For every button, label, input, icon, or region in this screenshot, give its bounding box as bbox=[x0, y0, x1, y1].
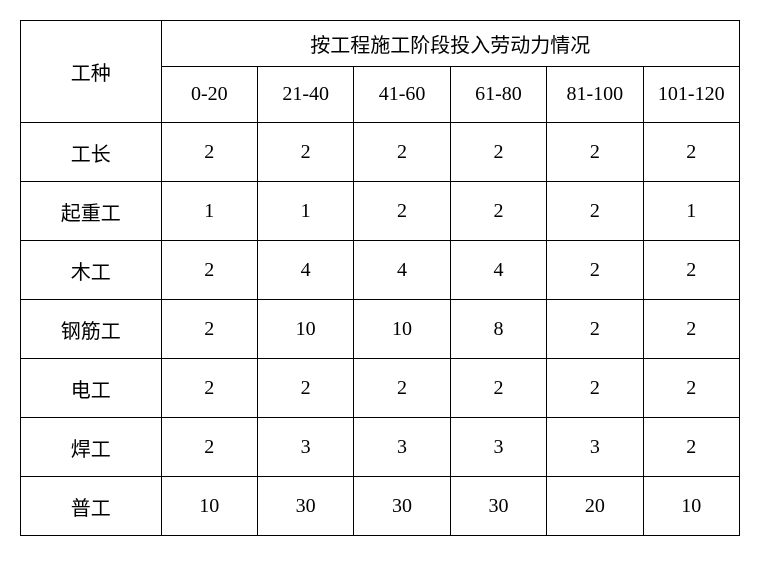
phase-header: 21-40 bbox=[257, 67, 353, 123]
cell: 2 bbox=[161, 123, 257, 182]
table-row: 工长 2 2 2 2 2 2 bbox=[21, 123, 740, 182]
cell: 2 bbox=[257, 123, 353, 182]
phase-header: 101-120 bbox=[643, 67, 739, 123]
cell: 3 bbox=[257, 418, 353, 477]
cell: 10 bbox=[161, 477, 257, 536]
cell: 30 bbox=[450, 477, 546, 536]
cell: 2 bbox=[450, 182, 546, 241]
cell: 1 bbox=[643, 182, 739, 241]
phase-header: 81-100 bbox=[547, 67, 643, 123]
cell: 2 bbox=[643, 359, 739, 418]
cell: 10 bbox=[257, 300, 353, 359]
cell: 2 bbox=[643, 123, 739, 182]
table-row: 起重工 1 1 2 2 2 1 bbox=[21, 182, 740, 241]
cell: 2 bbox=[354, 359, 450, 418]
cell: 3 bbox=[450, 418, 546, 477]
cell: 2 bbox=[643, 300, 739, 359]
table-row: 普工 10 30 30 30 20 10 bbox=[21, 477, 740, 536]
group-header: 按工程施工阶段投入劳动力情况 bbox=[161, 21, 739, 67]
cell: 10 bbox=[354, 300, 450, 359]
cell: 4 bbox=[354, 241, 450, 300]
cell: 1 bbox=[257, 182, 353, 241]
cell: 2 bbox=[161, 241, 257, 300]
table-header: 工种 按工程施工阶段投入劳动力情况 0-20 21-40 41-60 61-80… bbox=[21, 21, 740, 123]
row-label: 钢筋工 bbox=[21, 300, 162, 359]
cell: 2 bbox=[643, 241, 739, 300]
row-label: 木工 bbox=[21, 241, 162, 300]
cell: 1 bbox=[161, 182, 257, 241]
cell: 2 bbox=[354, 123, 450, 182]
row-label: 工长 bbox=[21, 123, 162, 182]
row-label: 电工 bbox=[21, 359, 162, 418]
cell: 2 bbox=[257, 359, 353, 418]
cell: 30 bbox=[257, 477, 353, 536]
cell: 2 bbox=[354, 182, 450, 241]
row-label: 焊工 bbox=[21, 418, 162, 477]
corner-header: 工种 bbox=[21, 21, 162, 123]
cell: 4 bbox=[257, 241, 353, 300]
table-row: 钢筋工 2 10 10 8 2 2 bbox=[21, 300, 740, 359]
table-row: 焊工 2 3 3 3 3 2 bbox=[21, 418, 740, 477]
cell: 30 bbox=[354, 477, 450, 536]
cell: 3 bbox=[547, 418, 643, 477]
cell: 20 bbox=[547, 477, 643, 536]
cell: 2 bbox=[161, 300, 257, 359]
phase-header: 0-20 bbox=[161, 67, 257, 123]
cell: 2 bbox=[547, 359, 643, 418]
cell: 2 bbox=[547, 300, 643, 359]
cell: 2 bbox=[547, 241, 643, 300]
cell: 2 bbox=[161, 359, 257, 418]
cell: 2 bbox=[547, 182, 643, 241]
cell: 3 bbox=[354, 418, 450, 477]
table-row: 电工 2 2 2 2 2 2 bbox=[21, 359, 740, 418]
table-row: 木工 2 4 4 4 2 2 bbox=[21, 241, 740, 300]
cell: 2 bbox=[161, 418, 257, 477]
phase-header: 41-60 bbox=[354, 67, 450, 123]
table-body: 工长 2 2 2 2 2 2 起重工 1 1 2 2 2 1 木工 2 4 4 … bbox=[21, 123, 740, 536]
cell: 10 bbox=[643, 477, 739, 536]
labor-table: 工种 按工程施工阶段投入劳动力情况 0-20 21-40 41-60 61-80… bbox=[20, 20, 740, 536]
cell: 2 bbox=[547, 123, 643, 182]
phase-header: 61-80 bbox=[450, 67, 546, 123]
row-label: 普工 bbox=[21, 477, 162, 536]
cell: 8 bbox=[450, 300, 546, 359]
row-label: 起重工 bbox=[21, 182, 162, 241]
cell: 2 bbox=[450, 123, 546, 182]
cell: 2 bbox=[643, 418, 739, 477]
cell: 4 bbox=[450, 241, 546, 300]
cell: 2 bbox=[450, 359, 546, 418]
